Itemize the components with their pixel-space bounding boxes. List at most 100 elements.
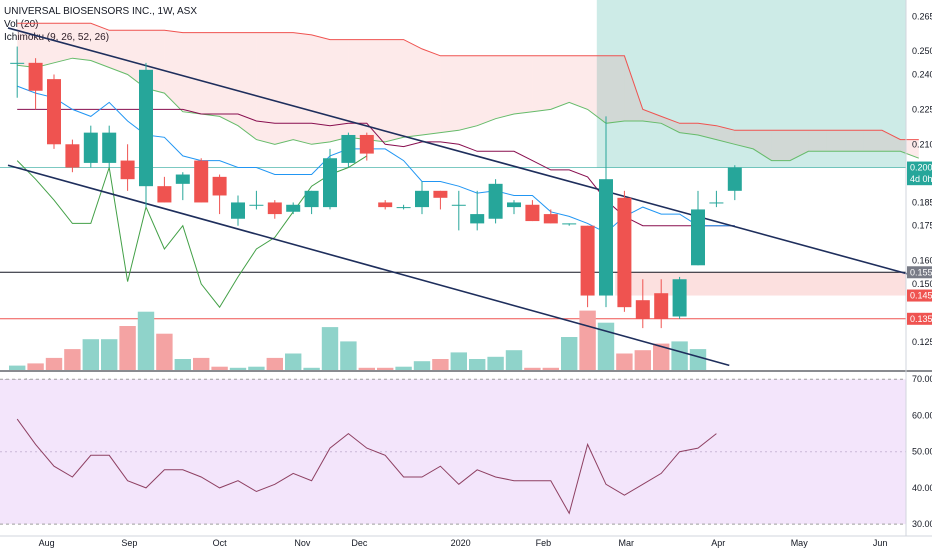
candle-body [378,202,393,208]
cloud-segment [826,130,846,152]
cloud-segment [716,125,735,145]
candle-body [635,300,650,319]
candle-body [120,160,135,180]
rsi-tick-label: 30.00 [912,519,932,529]
cloud-segment [606,55,625,124]
candle-body [194,160,209,203]
volume-bar [285,353,302,370]
candle-body [599,179,613,296]
volume-bar [432,359,449,370]
volume-bar [174,359,191,370]
volume-bar [561,337,578,370]
price-tag-label: 0.145 [910,291,932,301]
volume-bar [27,363,44,370]
candle-body [709,202,724,204]
time-tick-label: Mar [618,538,634,548]
time-tick-label: Aug [39,538,55,548]
cloud-segment [201,32,220,117]
price-tag-label: 4d 0h [910,174,932,184]
volume-bar [653,343,670,370]
volume-bar [321,327,339,370]
price-tick-label: 0.225 [912,104,932,114]
volume-bar [45,357,63,370]
time-tick-label: Apr [711,538,725,548]
cloud-segment [90,23,110,68]
candle-body [580,225,595,296]
support-band [615,272,906,296]
cloud-segment [863,130,882,152]
cloud-segment [569,55,588,110]
candle-body [415,190,429,208]
price-tick-label: 0.250 [912,46,932,56]
rsi-line [16,418,717,515]
candle-body [102,132,117,163]
candle-body [65,144,80,168]
volume-bar [9,365,26,370]
candle-body [286,204,301,212]
candle-body [507,202,521,208]
cloud-segment [845,130,864,152]
cloud-segment [771,130,790,161]
volume-bar [377,367,394,370]
volume-bar [542,367,559,370]
candle-body [28,62,43,91]
volume-bar [671,341,688,370]
candle-body [433,190,448,198]
volume-bar [450,352,467,370]
cloud-segment [661,116,680,133]
cloud-segment [900,139,919,159]
candle-body [672,279,687,317]
candle-body [139,69,153,187]
volume-legend: Vol (20) [4,19,38,30]
cloud-segment [17,23,36,68]
price-tick-label: 0.265 [912,11,932,21]
candle-body [267,202,282,215]
conversion-line [17,85,735,234]
cloud-segment [256,32,275,145]
cloud-segment [403,39,422,138]
trendline [7,164,730,367]
cloud-segment [550,55,570,110]
volume-bar [579,310,596,370]
price-tag-label: 0.200 [910,163,932,173]
price-tick-label: 0.240 [912,69,932,79]
cloud-segment [679,123,698,135]
candle-body [488,183,503,219]
candle-body [304,190,319,208]
price-tick-label: 0.185 [912,197,932,207]
cloud-segment [330,39,349,142]
volume-bar [119,326,136,370]
symbol-title: UNIVERSAL BIOSENSORS INC., 1W, ASX [4,6,198,17]
candle-body [359,134,374,154]
cloud-segment [790,130,809,161]
volume-bar [469,359,486,370]
price-tick-label: 0.210 [912,139,932,149]
cloud-segment [734,130,754,149]
volume-bar [616,353,633,370]
candle-body [562,223,577,225]
volume-bar [505,350,523,370]
price-tick-label: 0.175 [912,221,932,231]
cloud-segment [422,48,441,135]
trendline [7,27,920,278]
volume-bar [229,367,247,370]
volume-bar [524,367,541,370]
price-tag-label: 0.155 [910,267,932,277]
volume-bar [340,341,357,370]
candle-body [525,204,540,222]
candle-body [617,197,632,308]
candle-body [212,176,227,196]
time-tick-label: Nov [294,538,311,548]
volume-bar [82,339,99,370]
candle-body [10,62,25,64]
rsi-tick-label: 50.00 [912,447,932,457]
candle-body [231,202,245,219]
volume-bar [248,366,265,370]
candle-body [691,209,705,266]
candle-body [47,79,61,145]
cloud-segment [532,55,551,112]
price-tag [907,173,932,186]
candle-body [83,132,98,163]
volume-bar [303,367,320,370]
